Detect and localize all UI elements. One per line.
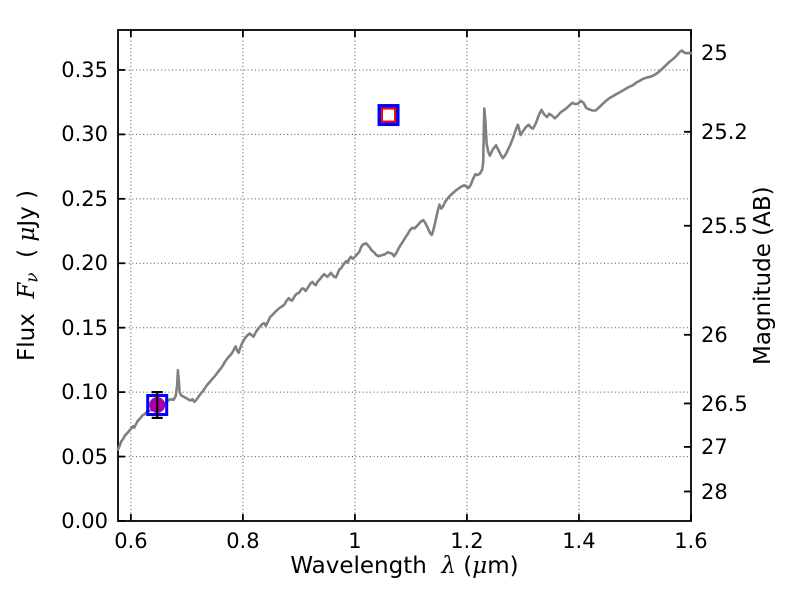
spectrum-line [116,49,693,451]
x-tick-label: 1.2 [450,529,484,553]
photometry-square-red-inner [381,107,397,123]
flux-tick-label: 0.25 [61,186,108,211]
flux-tick-label: 0.35 [61,57,108,82]
x-tick-label: 0.8 [226,529,260,553]
F-symbol: F [14,282,40,299]
mag-tick-label: 28 [701,479,728,504]
flux-tick-label: 0.00 [61,509,108,533]
mag-tick-label: 27 [701,434,728,459]
mu-symbol-left: μ [14,226,40,242]
mag-tick-label: 26 [701,322,728,347]
right-y-axis-title: Magnitude (AB) [750,186,776,365]
flux-tick-label: 0.20 [61,251,108,276]
photometry-square-blue-outer [377,104,400,127]
x-axis-title-text: Wavelength [290,553,442,579]
x-axis-title-unit: m) [487,553,519,579]
mag-tick-label: 25 [701,41,728,65]
x-tick-label: 1.6 [674,529,708,553]
nu-subscript: ν [22,272,42,283]
x-axis-title: Wavelength λ (μm) [118,553,691,579]
x-tick-label: 1 [348,529,362,553]
axes-frame [117,29,692,522]
flux-tick-label: 0.05 [61,444,108,469]
flux-tick-label: 0.15 [61,315,108,340]
flux-tick-label: 0.30 [61,122,108,147]
x-axis-title-paren: ( [456,553,473,579]
x-tick-label: 0.6 [114,529,148,553]
mag-tick-label: 26.5 [701,391,748,416]
flux-word: Flux [14,298,40,362]
mag-tick-label: 25.2 [701,119,748,144]
left-unit: Jy ) [14,190,40,227]
x-tick-label: 1.4 [562,529,596,553]
mu-symbol: μ [472,553,488,579]
mag-tick-label: 25.5 [701,213,748,238]
left-unit-paren: ( [14,241,40,273]
left-y-axis-title: Flux Fν ( μJy ) [14,30,42,521]
lambda-symbol: λ [441,553,456,579]
flux-tick-label: 0.10 [61,380,108,405]
